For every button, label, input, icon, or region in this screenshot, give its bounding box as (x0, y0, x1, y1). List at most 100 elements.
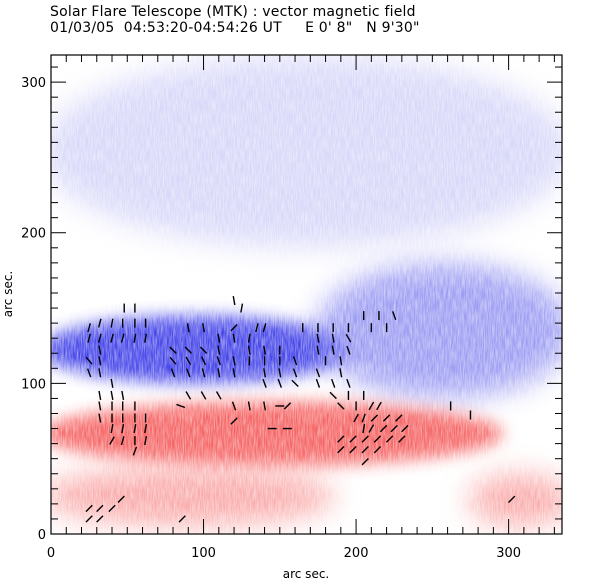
field-vector (376, 401, 382, 411)
field-vector (262, 323, 267, 333)
chart-title: Solar Flare Telescope (MTK) : vector mag… (50, 4, 416, 20)
field-vector (395, 414, 403, 422)
field-vector (97, 318, 102, 328)
field-vector (331, 345, 335, 355)
field-vector (361, 435, 369, 443)
field-vector (121, 390, 125, 400)
field-vector (368, 401, 375, 411)
field-vector (96, 515, 104, 523)
field-vector (217, 368, 221, 378)
field-vector (232, 356, 236, 366)
x-tick-label: 200 (344, 546, 369, 561)
field-vector (98, 368, 102, 378)
field-vector (337, 445, 345, 454)
field-vector (349, 435, 357, 443)
y-tick-label: 100 (21, 377, 46, 392)
field-vector (316, 345, 320, 355)
field-vector (201, 356, 207, 366)
field-vector (215, 391, 222, 400)
field-vector (345, 333, 352, 343)
field-vector (110, 378, 114, 388)
y-tick-label: 0 (38, 528, 46, 543)
field-vector (120, 436, 125, 446)
field-vector (291, 379, 299, 388)
magnetic-field-image (51, 55, 562, 534)
field-vector (98, 345, 102, 355)
field-vector (144, 424, 148, 434)
field-vector (186, 323, 190, 333)
field-vector (169, 356, 177, 365)
field-vector (392, 311, 397, 321)
y-tick-label: 300 (21, 76, 46, 91)
field-vector (232, 333, 236, 343)
field-vector (98, 413, 102, 423)
field-vector (353, 413, 359, 423)
field-vector (117, 495, 125, 504)
field-vector (230, 323, 238, 332)
field-vector (232, 368, 236, 378)
field-vector (98, 356, 102, 366)
field-vector (385, 435, 394, 443)
field-vector (133, 424, 137, 434)
field-vector (382, 414, 391, 422)
field-vector (263, 345, 267, 355)
field-vector (247, 333, 251, 343)
field-vector (178, 515, 186, 523)
field-vector (337, 435, 345, 443)
field-vector (255, 323, 259, 333)
field-vector (202, 323, 206, 333)
chart-subtitle: 01/03/05 04:53:20-04:54:26 UT E 0' 8" N … (50, 20, 420, 36)
field-vector (247, 401, 251, 411)
field-vector (337, 402, 345, 410)
field-vector (97, 333, 102, 343)
field-vector (85, 356, 93, 365)
plot-frame (50, 54, 563, 535)
field-vector (110, 333, 114, 343)
vector-field (85, 295, 516, 523)
field-noise (51, 55, 562, 534)
field-vector (230, 417, 238, 425)
field-vector (368, 424, 375, 433)
field-vector (186, 368, 191, 378)
field-vector (231, 401, 237, 411)
y-tick-label: 200 (21, 227, 46, 242)
field-vector (292, 368, 298, 378)
field-vector (339, 368, 343, 378)
x-tick-label: 100 (191, 546, 216, 561)
x-tick-label: 300 (496, 546, 521, 561)
field-vector (121, 424, 125, 434)
field-vector (370, 414, 379, 422)
field-vector (315, 368, 321, 378)
field-vector (120, 333, 125, 343)
field-vector (262, 378, 267, 388)
field-vector (184, 346, 192, 354)
field-vector (263, 401, 267, 411)
field-vector (263, 368, 267, 378)
field-vector (132, 446, 138, 456)
field-vector (331, 333, 335, 343)
field-vector (292, 356, 298, 366)
field-vector (316, 333, 320, 343)
x-tick-label: 0 (47, 546, 55, 561)
field-vector (398, 435, 406, 443)
field-vector (185, 356, 192, 366)
field-vector (361, 458, 369, 466)
x-axis-label: arc sec. (283, 567, 329, 581)
field-vector (133, 333, 137, 343)
field-vector (329, 391, 337, 400)
field-vector (169, 346, 177, 354)
field-vector (373, 445, 382, 454)
field-vector (87, 333, 91, 343)
field-vector (216, 356, 221, 366)
plot-axes: 0 100 200 300 0 100 200 300 (21, 54, 563, 561)
field-vector (361, 413, 366, 423)
field-vector (349, 445, 357, 454)
field-vector (109, 436, 115, 445)
field-vector (86, 368, 92, 378)
field-vector (330, 378, 336, 388)
field-vector (170, 368, 176, 378)
field-vector (108, 504, 116, 513)
field-vector (379, 424, 388, 433)
field-vector (361, 445, 369, 454)
